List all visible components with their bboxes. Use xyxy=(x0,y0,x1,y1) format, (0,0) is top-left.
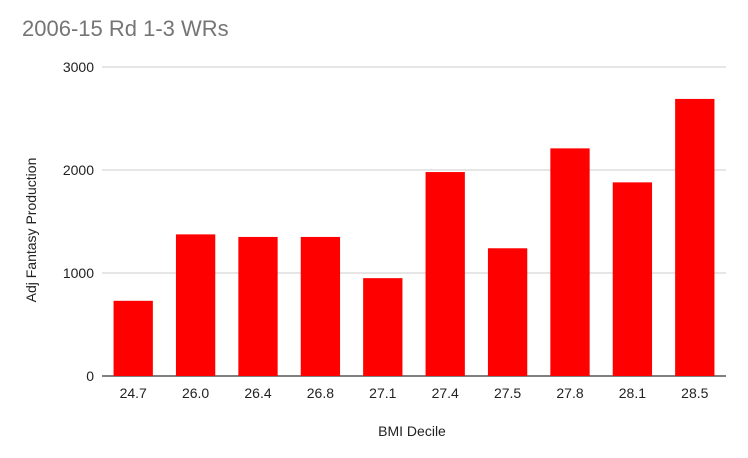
bar-27.1 xyxy=(363,278,403,376)
bars xyxy=(113,98,715,377)
x-tick-label: 26.4 xyxy=(244,385,271,401)
x-tick-label: 28.1 xyxy=(619,385,646,401)
x-tick-label: 26.0 xyxy=(182,385,209,401)
y-tick-label: 2000 xyxy=(63,162,94,178)
x-tick-label: 26.8 xyxy=(307,385,334,401)
bar-24.7 xyxy=(113,300,153,376)
y-tick-label: 1000 xyxy=(63,265,94,281)
bar-28.1 xyxy=(612,182,653,376)
bar-26.0 xyxy=(175,234,216,376)
x-tick-label: 27.4 xyxy=(432,385,459,401)
bar-26.4 xyxy=(238,236,278,376)
bar-27.8 xyxy=(550,148,590,376)
y-tick-label: 3000 xyxy=(63,59,94,75)
bar-27.5 xyxy=(487,248,528,376)
x-tick-label: 27.1 xyxy=(369,385,396,401)
bar-26.8 xyxy=(300,236,341,376)
x-tick-label: 27.8 xyxy=(556,385,583,401)
x-axis-label: BMI Decile xyxy=(378,423,446,439)
x-axis-ticks: 24.7 26.0 26.4 26.8 27.1 27.4 27.5 27.8 28.1 28.5 xyxy=(120,385,709,401)
x-tick-label: 27.5 xyxy=(494,385,521,401)
x-tick-label: 24.7 xyxy=(120,385,147,401)
y-tick-label: 0 xyxy=(86,368,94,384)
bar-28.5 xyxy=(675,98,715,377)
bar-27.4 xyxy=(425,172,465,376)
chart-title: 2006-15 Rd 1-3 WRs xyxy=(22,16,229,41)
y-axis-label: Adj Fantasy Production xyxy=(23,158,39,303)
x-tick-label: 28.5 xyxy=(681,385,708,401)
y-axis-ticks: 0 1000 2000 3000 xyxy=(63,59,94,384)
